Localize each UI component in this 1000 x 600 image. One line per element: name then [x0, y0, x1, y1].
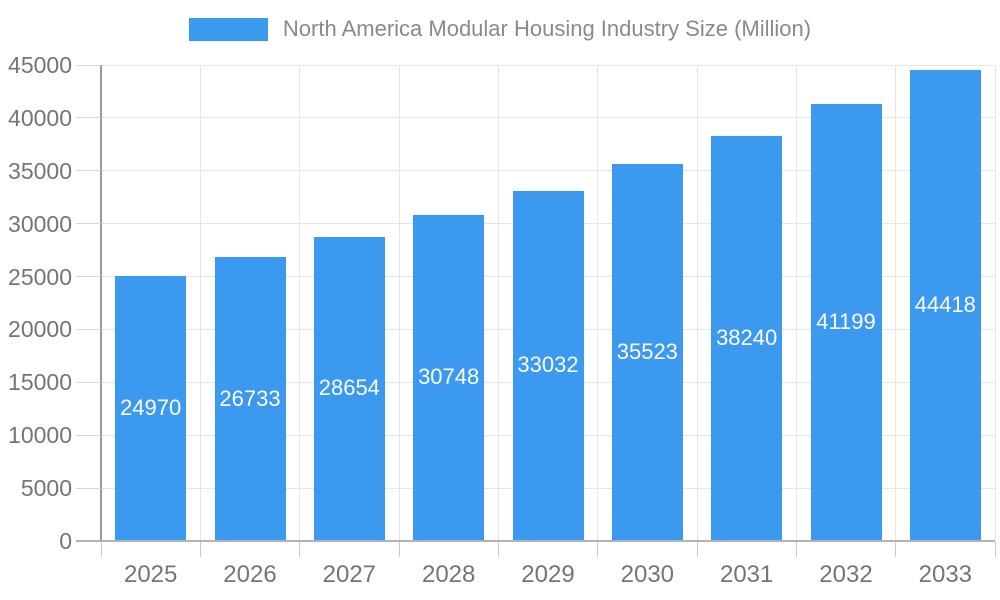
x-axis-tick-label: 2025: [123, 561, 178, 588]
y-axis-tick: [76, 381, 101, 383]
bar[interactable]: 35523: [611, 164, 683, 540]
x-axis-tick-label: 2026: [223, 561, 277, 588]
x-axis-tick: [994, 542, 996, 557]
x-axis-tick: [199, 542, 201, 557]
y-axis-line: [100, 65, 102, 541]
y-axis-tick: [76, 328, 101, 330]
x-axis-tick-label: 2032: [819, 561, 873, 588]
y-axis-tick: [76, 170, 101, 172]
gridline-v: [497, 65, 499, 541]
bar-value-label: 24970: [120, 394, 182, 420]
x-axis-tick-label: 2033: [918, 561, 973, 588]
y-axis-tick: [76, 434, 101, 436]
y-axis-tick-label: 45000: [8, 52, 72, 78]
legend: North America Modular Housing Industry S…: [0, 16, 1000, 42]
x-axis-tick: [895, 542, 897, 557]
y-axis-tick-label: 0: [59, 528, 72, 554]
bar[interactable]: 26733: [214, 257, 286, 540]
gridline-v: [994, 65, 996, 541]
legend-label[interactable]: North America Modular Housing Industry S…: [282, 16, 812, 41]
y-axis-tick-label: 15000: [8, 369, 72, 396]
y-axis-tick: [76, 487, 101, 489]
x-axis-tick-label: 2031: [719, 561, 774, 588]
bar-value-label: 35523: [616, 339, 678, 365]
x-axis-tick: [398, 542, 400, 557]
x-axis-tick: [597, 542, 599, 557]
bar-value-label: 44418: [914, 292, 976, 318]
gridline-v: [696, 65, 698, 541]
x-axis-tick: [497, 542, 499, 557]
bar[interactable]: 33032: [512, 190, 584, 540]
y-axis-tick: [76, 223, 101, 225]
y-axis-tick-label: 35000: [8, 157, 72, 184]
gridline-v: [895, 65, 897, 541]
bar[interactable]: 41199: [810, 104, 882, 540]
x-axis-tick-label: 2028: [421, 561, 476, 588]
x-axis-tick: [795, 542, 797, 557]
x-axis-tick: [100, 542, 102, 557]
bar-value-label: 26733: [219, 385, 281, 411]
y-axis-tick-label: 25000: [8, 263, 72, 290]
y-axis-tick: [76, 276, 101, 278]
y-axis-tick-label: 5000: [20, 475, 72, 502]
gridline-h: [101, 64, 995, 66]
x-axis-tick: [299, 542, 301, 557]
legend-swatch[interactable]: [188, 17, 268, 41]
bar-value-label: 41199: [816, 309, 876, 335]
bar-value-label: 30748: [418, 364, 480, 390]
y-axis-tick-label: 30000: [8, 210, 72, 237]
y-axis-tick-label: 20000: [8, 316, 72, 343]
bar[interactable]: 38240: [711, 135, 783, 540]
bar[interactable]: 24970: [115, 275, 187, 540]
bar-value-label: 33032: [517, 352, 579, 378]
gridline-h: [101, 170, 995, 172]
y-axis-tick-label: 10000: [8, 422, 72, 449]
x-axis-tick: [696, 542, 698, 557]
y-axis-tick-label: 40000: [8, 104, 72, 131]
bar[interactable]: 44418: [909, 70, 981, 540]
gridline-v: [795, 65, 797, 541]
x-axis-tick-label: 2027: [322, 561, 377, 588]
bar-value-label: 38240: [716, 324, 778, 350]
x-axis-tick-label: 2030: [620, 561, 675, 588]
bar[interactable]: 28654: [313, 236, 385, 540]
bar[interactable]: 30748: [413, 214, 485, 540]
gridline-v: [299, 65, 301, 541]
gridline-v: [398, 65, 400, 541]
gridline-v: [199, 65, 201, 541]
y-axis-tick: [76, 117, 101, 119]
x-axis-line: [76, 540, 995, 542]
y-axis-tick: [76, 64, 101, 66]
x-axis-tick-label: 2029: [521, 561, 575, 588]
gridline-h: [101, 117, 995, 119]
bar-value-label: 28654: [318, 375, 380, 401]
gridline-v: [597, 65, 599, 541]
